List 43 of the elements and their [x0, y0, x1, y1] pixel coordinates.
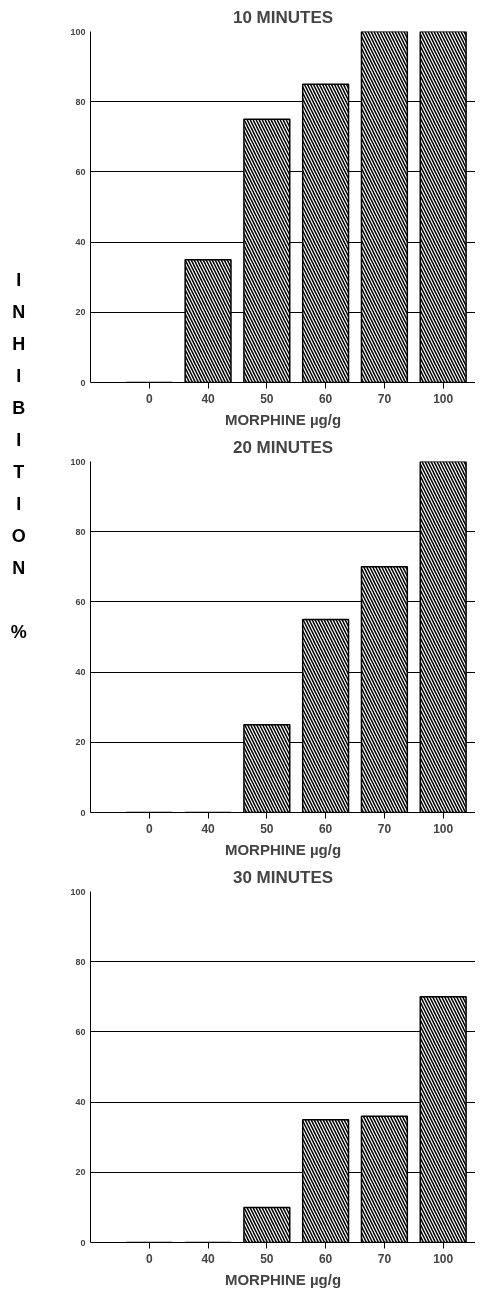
- x-tick-label: 0: [145, 1251, 153, 1266]
- y-tick-label: 40: [75, 1097, 86, 1108]
- x-tick-label: 0: [145, 391, 153, 406]
- x-tick-label: 60: [318, 821, 333, 836]
- x-tick-label: 60: [318, 391, 333, 406]
- x-axis-title: MORPHINE µg/g: [224, 410, 342, 428]
- y-tick-label: 0: [80, 377, 86, 388]
- x-tick-label: 40: [201, 821, 216, 836]
- y-tick-label: 20: [75, 1167, 86, 1178]
- y-tick-label: 80: [75, 96, 86, 107]
- chart-title: 20 MINUTES: [232, 437, 334, 457]
- x-tick-label: 70: [377, 391, 392, 406]
- y-tick-label: 0: [80, 1237, 86, 1248]
- x-tick-label: 50: [260, 391, 274, 406]
- y-tick-label: 100: [70, 26, 86, 37]
- y-tick-label: 80: [75, 526, 86, 537]
- x-tick-label: 100: [433, 821, 454, 836]
- x-tick-label: 60: [318, 1251, 333, 1266]
- x-tick-label: 50: [260, 821, 274, 836]
- y-tick-label: 20: [75, 737, 86, 748]
- y-tick-label: 60: [75, 166, 86, 177]
- y-tick-label: 100: [70, 456, 86, 467]
- x-tick-label: 70: [377, 1251, 392, 1266]
- x-tick-label: 50: [260, 1251, 274, 1266]
- x-tick-label: 40: [201, 391, 216, 406]
- y-tick-label: 40: [75, 667, 86, 678]
- x-tick-label: 0: [145, 821, 153, 836]
- chart-title: 10 MINUTES: [232, 7, 334, 27]
- y-tick-label: 60: [75, 596, 86, 607]
- x-tick-label: 100: [433, 391, 454, 406]
- x-axis-title: MORPHINE µg/g: [224, 840, 342, 858]
- chart-title: 30 MINUTES: [232, 867, 334, 887]
- x-tick-label: 70: [377, 821, 392, 836]
- y-tick-label: 100: [70, 886, 86, 897]
- x-axis-title: MORPHINE µg/g: [224, 1270, 342, 1288]
- y-tick-label: 0: [80, 807, 86, 818]
- y-tick-label: 40: [75, 237, 86, 248]
- y-tick-label: 60: [75, 1026, 86, 1037]
- y-tick-label: 80: [75, 956, 86, 967]
- x-tick-label: 40: [201, 1251, 216, 1266]
- x-tick-label: 100: [433, 1251, 454, 1266]
- y-tick-label: 20: [75, 307, 86, 318]
- y-axis-title: INHIBITION %: [7, 270, 30, 654]
